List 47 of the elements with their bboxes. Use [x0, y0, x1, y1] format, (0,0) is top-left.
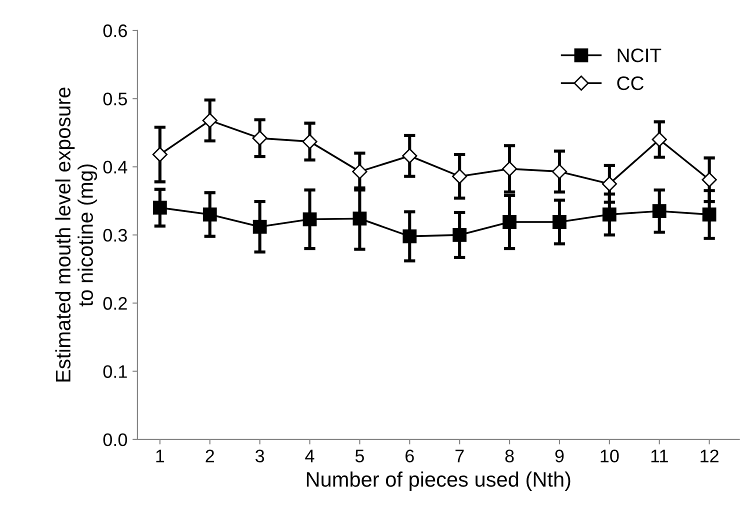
- point: [402, 148, 418, 164]
- x-axis-title: Number of pieces used (Nth): [306, 472, 570, 491]
- y-axis-title: Estimated mouth level exposure to nicotine (mg): [55, 88, 98, 382]
- y-tick-label: 0.4: [103, 160, 128, 174]
- point: [502, 161, 518, 176]
- point: [552, 164, 568, 180]
- point: [452, 228, 467, 242]
- legend-label: NCIT: [618, 48, 662, 62]
- y-tick-label: 0.2: [103, 297, 127, 310]
- point: [702, 172, 717, 188]
- point: [352, 164, 368, 180]
- point: [152, 200, 167, 215]
- point: [602, 208, 616, 222]
- point: [152, 146, 168, 162]
- x-tick-label: 10: [600, 450, 619, 462]
- x-tick-label: 6: [406, 450, 414, 462]
- y-tick-label: 0.5: [103, 92, 127, 106]
- point: [452, 168, 468, 184]
- y-tick-label: 0.3: [103, 228, 127, 242]
- point: [252, 130, 268, 146]
- x-tick-label: 9: [555, 450, 564, 462]
- x-tick-label: 1: [156, 450, 164, 462]
- x-tick-label: 11: [651, 450, 668, 462]
- point: [652, 132, 667, 148]
- x-tick-label: 8: [505, 450, 514, 462]
- y-tick-label: 0.6: [103, 24, 127, 38]
- legend-label: CC: [617, 76, 644, 90]
- y-tick-label: 0.0: [103, 433, 128, 446]
- point: [302, 212, 317, 226]
- point: [302, 134, 318, 150]
- x-tick-label: 7: [456, 450, 464, 462]
- point: [402, 229, 417, 244]
- point: [202, 112, 218, 128]
- y-tick-label: 0.1: [103, 365, 127, 378]
- point: [352, 212, 367, 226]
- point: [602, 176, 617, 192]
- x-tick-label: 3: [255, 450, 264, 462]
- x-tick-label: 12: [700, 450, 718, 462]
- x-tick-label: 5: [355, 450, 364, 462]
- point: [502, 215, 516, 229]
- point: [252, 220, 267, 234]
- x-tick-label: 4: [305, 450, 314, 462]
- x-tick-label: 2: [206, 450, 214, 462]
- point: [552, 215, 566, 229]
- point: [652, 204, 666, 218]
- point: [702, 208, 716, 222]
- point: [202, 208, 217, 222]
